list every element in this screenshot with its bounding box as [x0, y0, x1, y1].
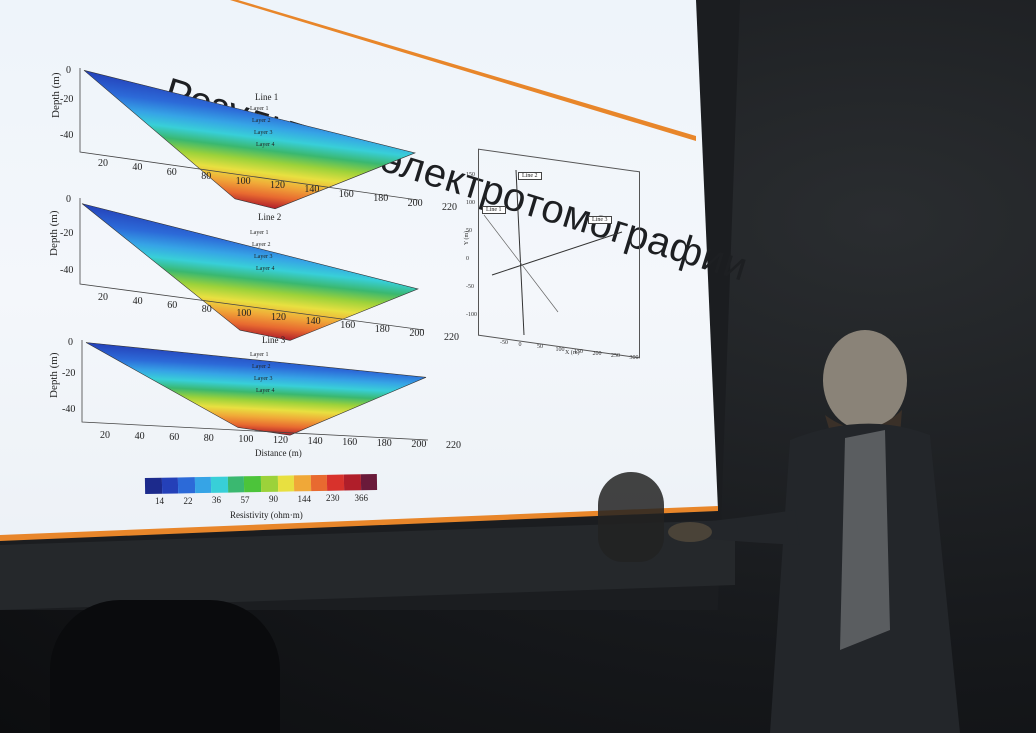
map-ytick: 50	[466, 228, 472, 234]
layer-label: Layer 3	[254, 254, 273, 260]
layer-label: Layer 2	[252, 364, 271, 370]
x-tick: 140	[307, 436, 323, 447]
x-tick: 180	[374, 324, 390, 335]
panel-line-3	[85, 342, 427, 436]
panel-3-xlabel: Distance (m)	[255, 448, 302, 458]
x-tick: 220	[442, 202, 457, 213]
x-tick: 140	[304, 184, 320, 196]
panel-3-ytick: -40	[62, 404, 76, 415]
x-tick: 60	[167, 300, 178, 311]
map-xtick: 250	[611, 353, 620, 360]
panel-2-ytick: 0	[66, 194, 71, 205]
x-tick: 80	[201, 304, 212, 315]
map-ytick: -50	[466, 284, 474, 290]
layer-label: Layer 4	[256, 266, 275, 272]
x-tick: 100	[235, 175, 251, 187]
map-xtick: 300	[629, 355, 639, 362]
panel-2-ytick: -40	[60, 265, 74, 276]
map-label-line-1: Line 1	[482, 206, 506, 214]
x-tick: 140	[305, 316, 321, 327]
panel-3-title: Line 3	[262, 335, 286, 345]
map-xlabel: X (m)	[565, 350, 580, 356]
presenter	[668, 330, 960, 733]
x-tick: 220	[444, 332, 459, 343]
layer-label: Layer 2	[252, 242, 271, 248]
x-tick: 20	[98, 292, 108, 303]
survey-map-lines	[483, 169, 623, 336]
layer-label: Layer 3	[254, 376, 273, 382]
tomography-panels	[79, 68, 429, 441]
x-tick: 120	[273, 435, 288, 446]
map-label-line-2: Line 2	[518, 172, 542, 180]
x-tick: 100	[238, 434, 254, 445]
layer-label: Layer 1	[250, 352, 269, 358]
x-tick: 40	[132, 162, 143, 174]
x-tick: 180	[376, 438, 392, 449]
panel-3-ytick: 0	[68, 337, 73, 348]
panel-1-ytick: -20	[60, 94, 74, 105]
x-tick: 200	[407, 197, 423, 209]
panel-1-title: Line 1	[255, 92, 279, 102]
x-tick: 160	[340, 320, 356, 331]
panel-line-1	[83, 70, 416, 210]
x-tick: 200	[409, 328, 425, 339]
panel-1-ytick: -40	[60, 130, 74, 141]
colorbar-tick: 230	[326, 493, 340, 503]
layer-label: Layer 1	[250, 106, 269, 112]
panel-line-2	[81, 203, 419, 341]
x-tick: 120	[270, 180, 285, 191]
map-xtick: 150	[574, 348, 583, 355]
map-ytick: -100	[466, 312, 477, 318]
x-tick: 60	[166, 166, 177, 178]
map-xtick: 0	[518, 342, 522, 349]
pointer-shadow	[598, 472, 664, 562]
colorbar-tick: 57	[240, 494, 250, 505]
x-tick: 20	[98, 158, 108, 169]
audience-head-silhouette	[50, 600, 280, 733]
map-xtick: 200	[592, 351, 602, 357]
panel-3-ytick: -20	[62, 368, 76, 379]
x-tick: 80	[201, 171, 212, 183]
map-label-line-3: Line 3	[588, 216, 612, 224]
colorbar-tick: 366	[354, 492, 369, 503]
x-tick: 100	[236, 308, 252, 319]
layer-label: Layer 2	[252, 118, 271, 124]
colorbar-tick: 22	[183, 495, 193, 506]
map-xtick: -50	[500, 340, 508, 346]
x-tick: 200	[411, 439, 427, 450]
colorbar-tick: 144	[297, 493, 312, 504]
x-tick: 40	[134, 431, 145, 442]
layer-label: Layer 4	[256, 142, 275, 148]
map-ytick: 0	[466, 256, 469, 262]
layer-label: Layer 1	[250, 230, 269, 236]
x-tick: 120	[271, 312, 286, 323]
colorbar-label: Resistivity (ohm·m)	[230, 510, 303, 520]
colorbar-tick: 90	[269, 494, 278, 504]
x-tick: 160	[338, 188, 354, 200]
x-tick: 20	[100, 430, 110, 441]
colorbar-tick: 14	[155, 496, 164, 506]
panel-2-ytick: -20	[60, 228, 74, 239]
layer-label: Layer 4	[256, 388, 275, 394]
x-tick: 180	[373, 193, 389, 205]
panel-1-ytick: 0	[66, 65, 71, 76]
x-tick: 40	[132, 296, 143, 307]
map-ytick: 100	[466, 200, 475, 206]
x-tick: 80	[203, 433, 214, 444]
colorbar-tick: 36	[212, 495, 221, 505]
x-tick: 220	[446, 440, 461, 451]
x-tick: 160	[342, 437, 358, 448]
panel-2-title: Line 2	[258, 212, 282, 222]
x-tick: 60	[169, 432, 180, 443]
map-xtick: 50	[537, 344, 543, 351]
map-xtick: 100	[555, 346, 565, 353]
layer-label: Layer 3	[254, 130, 273, 136]
map-ytick: 150	[466, 172, 475, 178]
